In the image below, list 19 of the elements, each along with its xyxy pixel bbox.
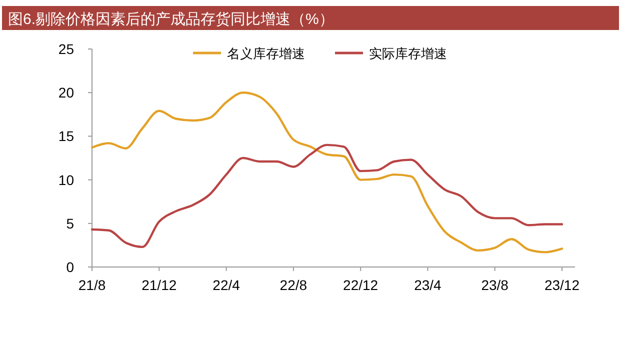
x-tick-label: 21/12 <box>142 277 177 293</box>
line-series <box>90 144 564 248</box>
x-tick-label: 23/12 <box>544 277 580 293</box>
y-tick-label: 15 <box>58 128 74 144</box>
x-tick-label: 21/8 <box>78 277 106 293</box>
legend-label: 名义库存增速 <box>227 46 305 61</box>
x-tick-label: 23/8 <box>481 277 509 293</box>
y-tick-label: 5 <box>66 215 74 232</box>
x-tick-label: 23/4 <box>414 277 442 293</box>
chart-title: 图6.剔除价格因素后的产成品存货同比增速（%） <box>8 11 334 28</box>
legend-label: 实际库存增速 <box>369 46 447 61</box>
line-series <box>90 92 564 254</box>
y-tick-label: 0 <box>66 259 74 275</box>
x-tick-label: 22/12 <box>343 277 378 293</box>
y-tick-label: 20 <box>58 84 74 101</box>
y-tick-label: 10 <box>58 172 74 188</box>
x-tick-label: 22/8 <box>280 277 308 293</box>
x-tick-label: 22/4 <box>212 277 240 293</box>
y-tick-label: 25 <box>58 41 74 57</box>
